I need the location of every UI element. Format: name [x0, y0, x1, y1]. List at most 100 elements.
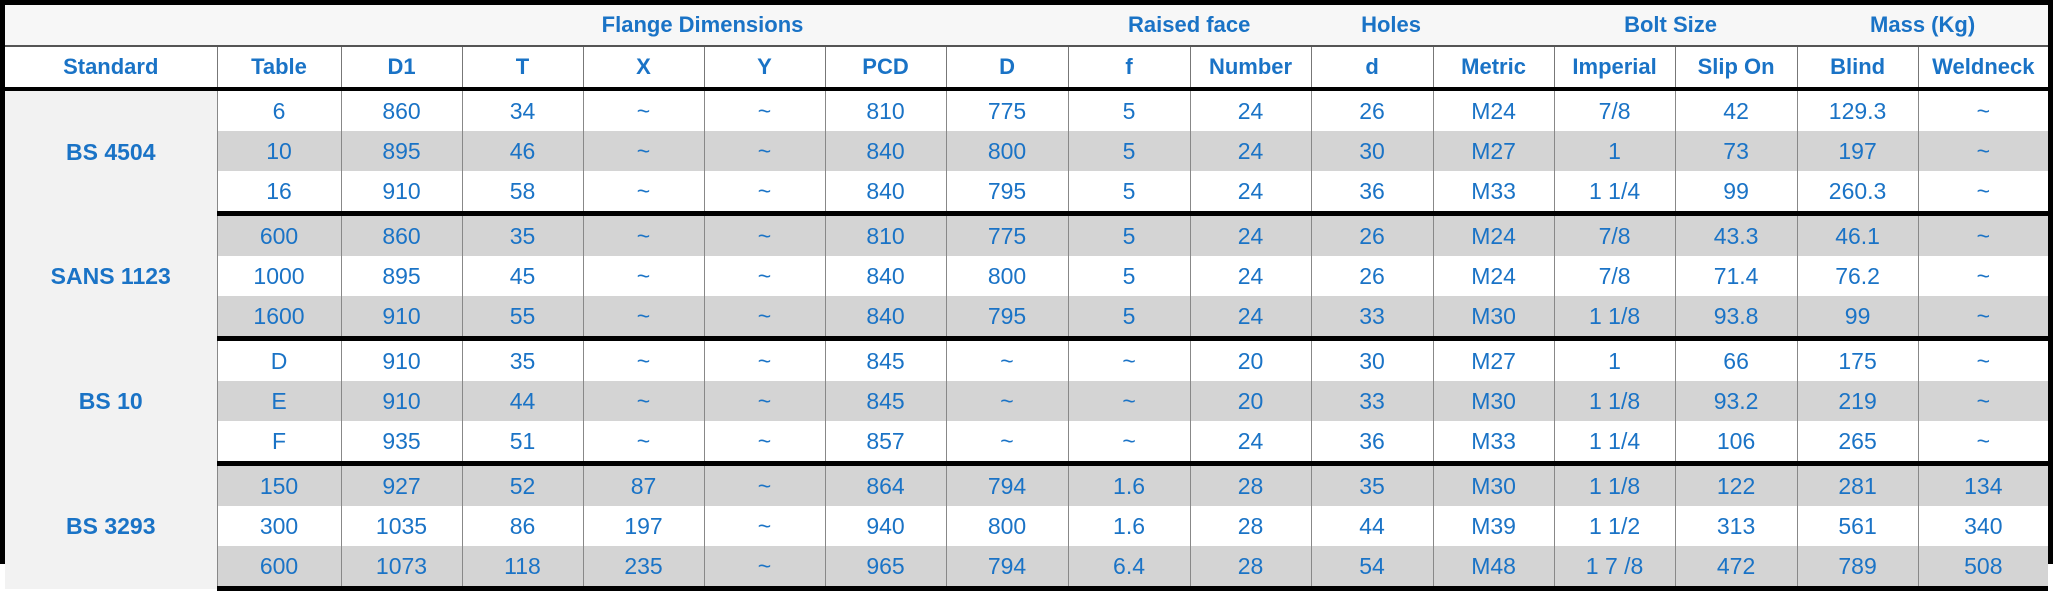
group-header-row: Flange Dimensions Raised face Holes Bolt…	[5, 5, 2049, 47]
column-header-weldneck: Weldneck	[1917, 46, 2049, 91]
table-cell: 24	[1189, 421, 1312, 466]
table-cell: 197	[1796, 131, 1919, 171]
table-cell: 36	[1310, 171, 1434, 216]
table-cell: 1 1/8	[1553, 381, 1676, 421]
table-cell: 20	[1189, 338, 1312, 381]
table-cell: 340	[1917, 506, 2049, 546]
table-cell: 965	[824, 546, 946, 591]
group-header-flange-dimensions: Flange Dimensions	[217, 5, 1069, 47]
table-cell: 1035	[340, 506, 462, 546]
table-cell: 5	[1067, 296, 1191, 341]
table-cell: 28	[1189, 506, 1312, 546]
table-cell: 73	[1674, 131, 1798, 171]
table-cell: 28	[1189, 463, 1312, 506]
group-header-holes: Holes	[1311, 5, 1555, 47]
table-cell: 46	[461, 131, 583, 171]
table-row: 1600 910 55 ~ ~840 795 5 24 33 M30 1 1/8 93.8 99 ~	[5, 296, 2049, 341]
table-cell: 860	[340, 213, 462, 256]
table-cell: 1600	[216, 296, 341, 341]
table-cell: 840	[824, 131, 946, 171]
table-cell: ~	[703, 131, 825, 171]
table-cell: E	[216, 381, 341, 421]
table-cell: 30	[1310, 131, 1434, 171]
table-cell: 1 1/4	[1553, 171, 1676, 216]
column-header-d: D	[945, 46, 1069, 91]
table-cell: 313	[1674, 506, 1798, 546]
table-cell: 51	[461, 421, 583, 466]
flange-dimensions-table: Flange Dimensions Raised face Holes Bolt…	[5, 5, 2049, 591]
table-cell: 795	[945, 296, 1069, 341]
column-header-metric: Metric	[1432, 46, 1555, 91]
group-header-bolt-size: Bolt Size	[1554, 5, 1798, 47]
table-cell: 260.3	[1796, 171, 1919, 216]
table-cell: 1 1/8	[1553, 463, 1676, 506]
table-cell: 35	[461, 213, 583, 256]
table-row: BS 3293 150 927 52 87 ~864 794 1.6 28 35 M30 1 1/8 1…	[5, 463, 2049, 589]
table-cell: 910	[340, 171, 462, 216]
table-cell: 1 1/2	[1553, 506, 1676, 546]
table-cell: 1	[1553, 131, 1676, 171]
table-cell: 235	[582, 546, 704, 591]
table-cell: ~	[945, 338, 1069, 381]
table-cell: 52	[461, 463, 583, 506]
table-cell: 895	[340, 256, 462, 296]
table-row: SANS 1123 600 860 35 ~ ~810 775 5 24 26 M24 7/8 43.3…	[5, 213, 2049, 339]
table-cell: 86	[461, 506, 583, 546]
table-row: E 910 44 ~ ~845 ~ ~20 33 M30 1 1/8 93.2 219 ~	[5, 381, 2049, 421]
table-cell: ~	[1917, 421, 2049, 466]
table-cell: ~	[703, 256, 825, 296]
table-cell: 6.4	[1067, 546, 1191, 591]
table-cell: 810	[824, 213, 946, 256]
table-cell: 795	[945, 171, 1069, 216]
table-cell: 860	[340, 89, 462, 131]
column-header-standard: Standard	[5, 46, 217, 91]
column-header-number: Number	[1189, 46, 1312, 91]
table-cell: 845	[824, 381, 946, 421]
table-cell: 219	[1796, 381, 1919, 421]
column-header-d1: D1	[340, 46, 462, 91]
table-cell: 93.8	[1674, 296, 1798, 341]
table-row: 16 910 58 ~ ~840 795 5 24 36 M33 1 1/4 99 260.3 ~	[5, 171, 2049, 216]
table-cell: ~	[582, 381, 704, 421]
table-cell: ~	[1917, 338, 2049, 381]
group-header-raised-face: Raised face	[1068, 5, 1312, 47]
table-cell: 472	[1674, 546, 1798, 591]
column-header-slip-on: Slip On	[1674, 46, 1798, 91]
table-cell: 26	[1310, 213, 1434, 256]
table-cell: ~	[703, 89, 825, 131]
table-cell: ~	[1917, 213, 2049, 256]
table-cell: M48	[1432, 546, 1555, 591]
table-cell: 794	[945, 463, 1069, 506]
table-body: BS 4504 6 860 34 ~ ~810 775 5 24 26 M24 7/8 42 129.3 ~…	[5, 89, 2049, 591]
table-cell: M30	[1432, 463, 1555, 506]
table-cell: 5	[1067, 171, 1191, 216]
table-cell: 106	[1674, 421, 1798, 466]
table-cell: M30	[1432, 381, 1555, 421]
table-cell: M33	[1432, 421, 1555, 466]
table-cell: 99	[1674, 171, 1798, 216]
table-cell: 775	[945, 89, 1069, 131]
table-cell: 5	[1067, 131, 1191, 171]
table-cell: ~	[1917, 171, 2049, 216]
table-cell: 857	[824, 421, 946, 466]
table-cell: ~	[582, 89, 704, 131]
table-cell: M24	[1432, 89, 1555, 131]
table-cell: ~	[1917, 381, 2049, 421]
table-cell: 55	[461, 296, 583, 341]
table-cell: 24	[1189, 256, 1312, 296]
table-cell: M33	[1432, 171, 1555, 216]
table-cell: 58	[461, 171, 583, 216]
table-cell: 927	[340, 463, 462, 506]
table-cell: 24	[1189, 296, 1312, 341]
table-cell: ~	[1067, 338, 1191, 381]
table-cell: ~	[582, 171, 704, 216]
table-cell: 33	[1310, 296, 1434, 341]
table-cell: D	[216, 338, 341, 381]
table-cell: 600	[216, 546, 341, 591]
column-header-t: T	[461, 46, 583, 91]
table-cell: 129.3	[1796, 89, 1919, 131]
table-cell: 34	[461, 89, 583, 131]
table-cell: 20	[1189, 381, 1312, 421]
group-header-empty	[5, 5, 217, 47]
